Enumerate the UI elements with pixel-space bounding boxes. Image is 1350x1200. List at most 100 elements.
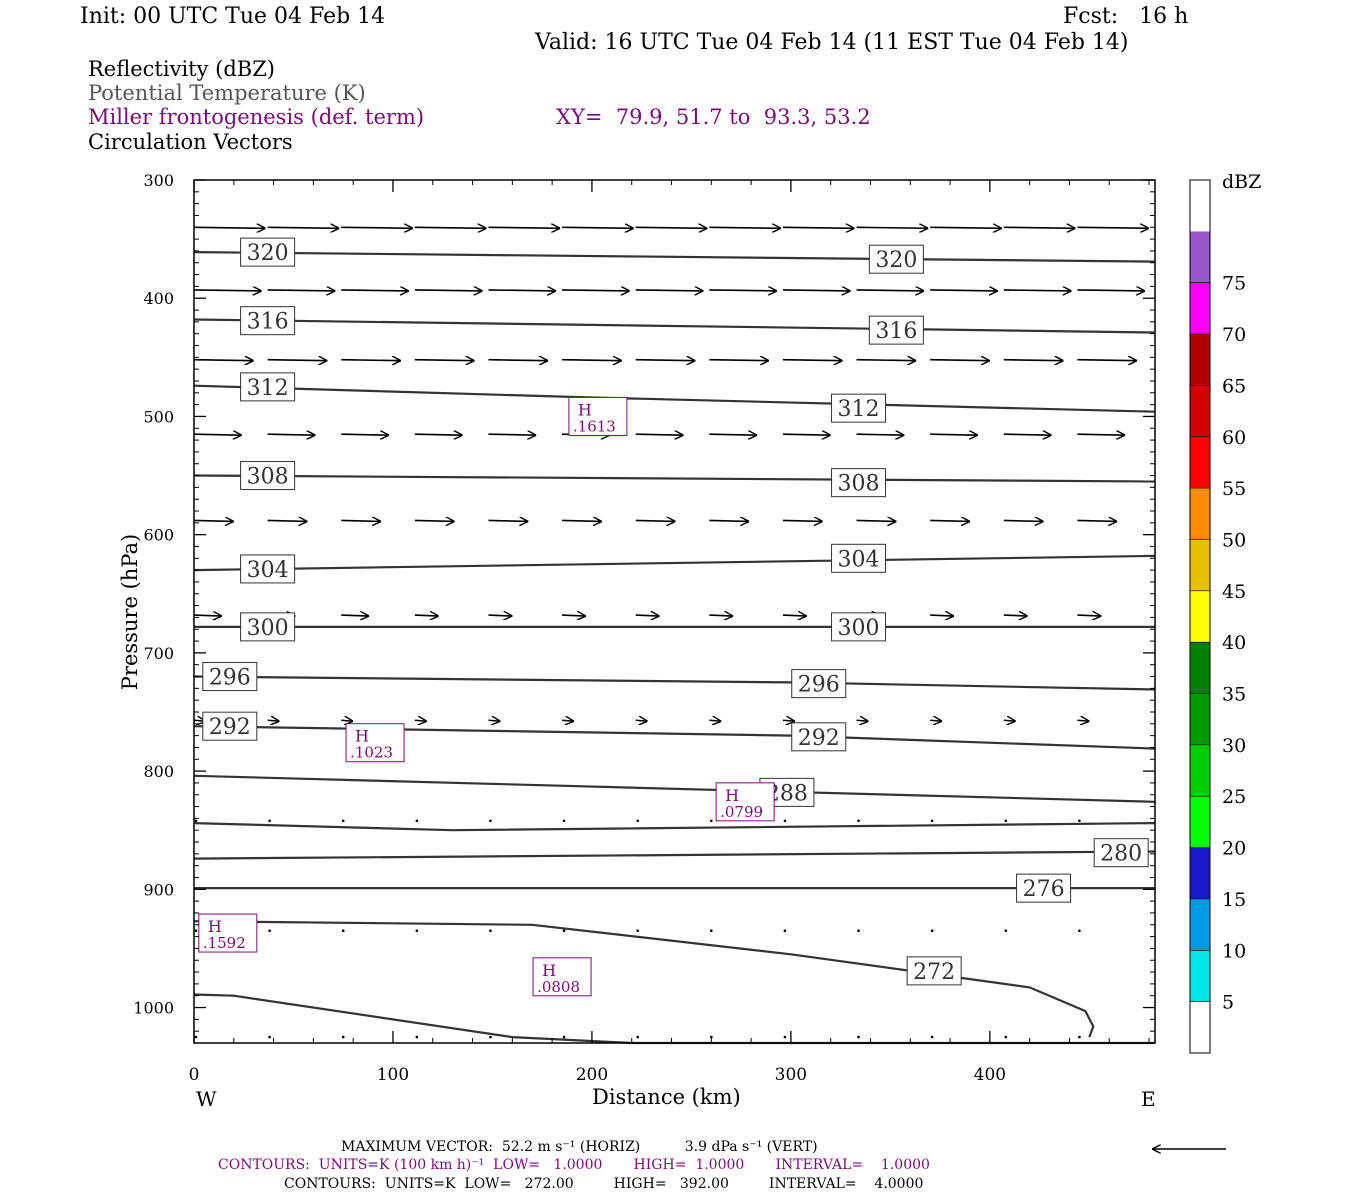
circulation-vector bbox=[414, 615, 439, 616]
circulation-vector bbox=[709, 227, 781, 228]
circulation-vector bbox=[268, 819, 271, 823]
colorbar-label: 50 bbox=[1222, 529, 1246, 551]
theta-label-box bbox=[240, 306, 296, 336]
circulation-vector bbox=[193, 227, 266, 228]
circulation-vector bbox=[415, 819, 419, 823]
circulation-vector bbox=[1077, 290, 1145, 291]
circulation-vector bbox=[194, 1035, 198, 1039]
y-tick-label: 400 bbox=[143, 289, 174, 308]
circulation-vector bbox=[782, 360, 843, 361]
circulation-vector bbox=[414, 290, 483, 291]
theta-label: 292 bbox=[209, 715, 251, 740]
fronto-max-value: .1592 bbox=[203, 934, 246, 952]
x-axis-west-label: W bbox=[196, 1087, 217, 1111]
frontogenesis-contour-note: CONTOURS: UNITS=K (100 km h)⁻¹ LOW= 1.00… bbox=[218, 1157, 930, 1173]
circulation-vector bbox=[562, 227, 634, 228]
fronto-max-box bbox=[715, 782, 775, 822]
theta-contour-288 bbox=[193, 774, 1156, 803]
circulation-vector bbox=[930, 720, 942, 721]
circulation-vector bbox=[783, 929, 787, 932]
theta-label-box bbox=[240, 612, 296, 642]
circulation-vector bbox=[193, 290, 262, 291]
colorbar-segment bbox=[1190, 1001, 1210, 1053]
theta-contour-312 bbox=[193, 384, 1156, 413]
circulation-vector bbox=[488, 520, 528, 521]
legend-circulation-vectors: Circulation Vectors bbox=[88, 130, 293, 154]
x-tick-label: 0 bbox=[189, 1065, 200, 1085]
fronto-max-value: .0808 bbox=[537, 978, 580, 996]
colorbar-segment bbox=[1190, 847, 1210, 899]
theta-label-box bbox=[831, 393, 887, 423]
circulation-vector bbox=[857, 929, 860, 932]
fronto-max-box bbox=[198, 913, 258, 953]
theta-label: 292 bbox=[798, 726, 840, 751]
theta-label-box bbox=[831, 543, 887, 573]
circulation-vectors bbox=[193, 227, 1149, 1039]
theta-label: 320 bbox=[247, 241, 289, 266]
circulation-vector bbox=[635, 720, 648, 721]
colorbar-segment bbox=[1190, 282, 1210, 335]
theta-label: 316 bbox=[247, 310, 289, 335]
legend-frontogenesis: Miller frontogenesis (def. term) bbox=[88, 105, 425, 129]
circulation-vector bbox=[341, 227, 413, 228]
circulation-vector bbox=[194, 929, 198, 932]
circulation-vector bbox=[562, 520, 602, 521]
colorbar-segment bbox=[1190, 744, 1210, 797]
circulation-vector bbox=[930, 929, 934, 932]
y-tick-label: 500 bbox=[143, 407, 174, 426]
circulation-vector bbox=[488, 290, 556, 291]
contour-labels: 320 320 316 316 312 312 308 308 304 304 300 300 296 2… bbox=[202, 237, 1149, 986]
reflectivity-colorbar: 5 10 15 20 25 30 35 40 45 50 55 60 65 70 75 dBZ bbox=[1189, 171, 1261, 1054]
circulation-vector bbox=[267, 360, 328, 361]
circulation-vector bbox=[930, 434, 978, 435]
circulation-vector bbox=[1078, 929, 1081, 932]
theta-contour-296 bbox=[193, 675, 1156, 691]
circulation-vector bbox=[1003, 615, 1028, 616]
circulation-vector bbox=[341, 720, 353, 721]
colorbar-segment bbox=[1190, 642, 1210, 694]
fronto-max-label: H bbox=[355, 727, 369, 746]
circulation-vector bbox=[930, 227, 1002, 228]
circulation-vector bbox=[414, 227, 487, 228]
colorbar-label: 15 bbox=[1222, 889, 1246, 911]
max-vector-note: MAXIMUM VECTOR: 52.2 m s⁻¹ (HORIZ) 3.9 d… bbox=[341, 1139, 818, 1155]
circulation-vector bbox=[267, 434, 316, 435]
circulation-vector bbox=[782, 720, 795, 721]
circulation-vector bbox=[488, 615, 512, 616]
circulation-vector bbox=[709, 360, 769, 361]
colorbar-label: 35 bbox=[1222, 684, 1246, 706]
circulation-vector bbox=[415, 929, 419, 932]
circulation-vector bbox=[341, 520, 381, 521]
circulation-vector bbox=[636, 819, 640, 823]
legend-reflectivity: Reflectivity (dBZ) bbox=[88, 57, 276, 81]
init-time: Init: 00 UTC Tue 04 Feb 14 bbox=[80, 4, 386, 29]
circulation-vector bbox=[341, 360, 401, 361]
theta-label: 312 bbox=[247, 376, 289, 401]
circulation-vector bbox=[489, 1035, 492, 1039]
fronto-max-value: .1613 bbox=[573, 417, 616, 435]
colorbar-label: 70 bbox=[1222, 324, 1246, 346]
theta-label: 300 bbox=[247, 616, 289, 641]
theta-label-box bbox=[868, 315, 924, 345]
theta-label-box bbox=[1093, 838, 1149, 868]
circulation-vector bbox=[710, 929, 713, 932]
circulation-vector bbox=[783, 1035, 787, 1039]
circulation-vector bbox=[488, 360, 548, 361]
circulation-vector bbox=[930, 819, 934, 823]
circulation-vector bbox=[782, 615, 807, 616]
circulation-vector bbox=[636, 1035, 640, 1039]
circulation-vector bbox=[1004, 1035, 1008, 1039]
theta-label: 296 bbox=[798, 673, 840, 698]
colorbar-segment bbox=[1190, 693, 1210, 745]
colorbar-segment bbox=[1190, 231, 1210, 283]
colorbar-segment bbox=[1190, 180, 1210, 232]
x-tick-label: 100 bbox=[377, 1065, 409, 1085]
theta-contour-308 bbox=[193, 474, 1156, 483]
fronto-max-label: H bbox=[725, 786, 739, 805]
theta-label: 308 bbox=[247, 465, 289, 490]
circulation-vector bbox=[782, 434, 831, 435]
colorbar-segment bbox=[1190, 539, 1210, 591]
circulation-vector bbox=[415, 1035, 419, 1039]
circulation-vector bbox=[562, 929, 566, 932]
colorbar-segment bbox=[1190, 590, 1210, 643]
